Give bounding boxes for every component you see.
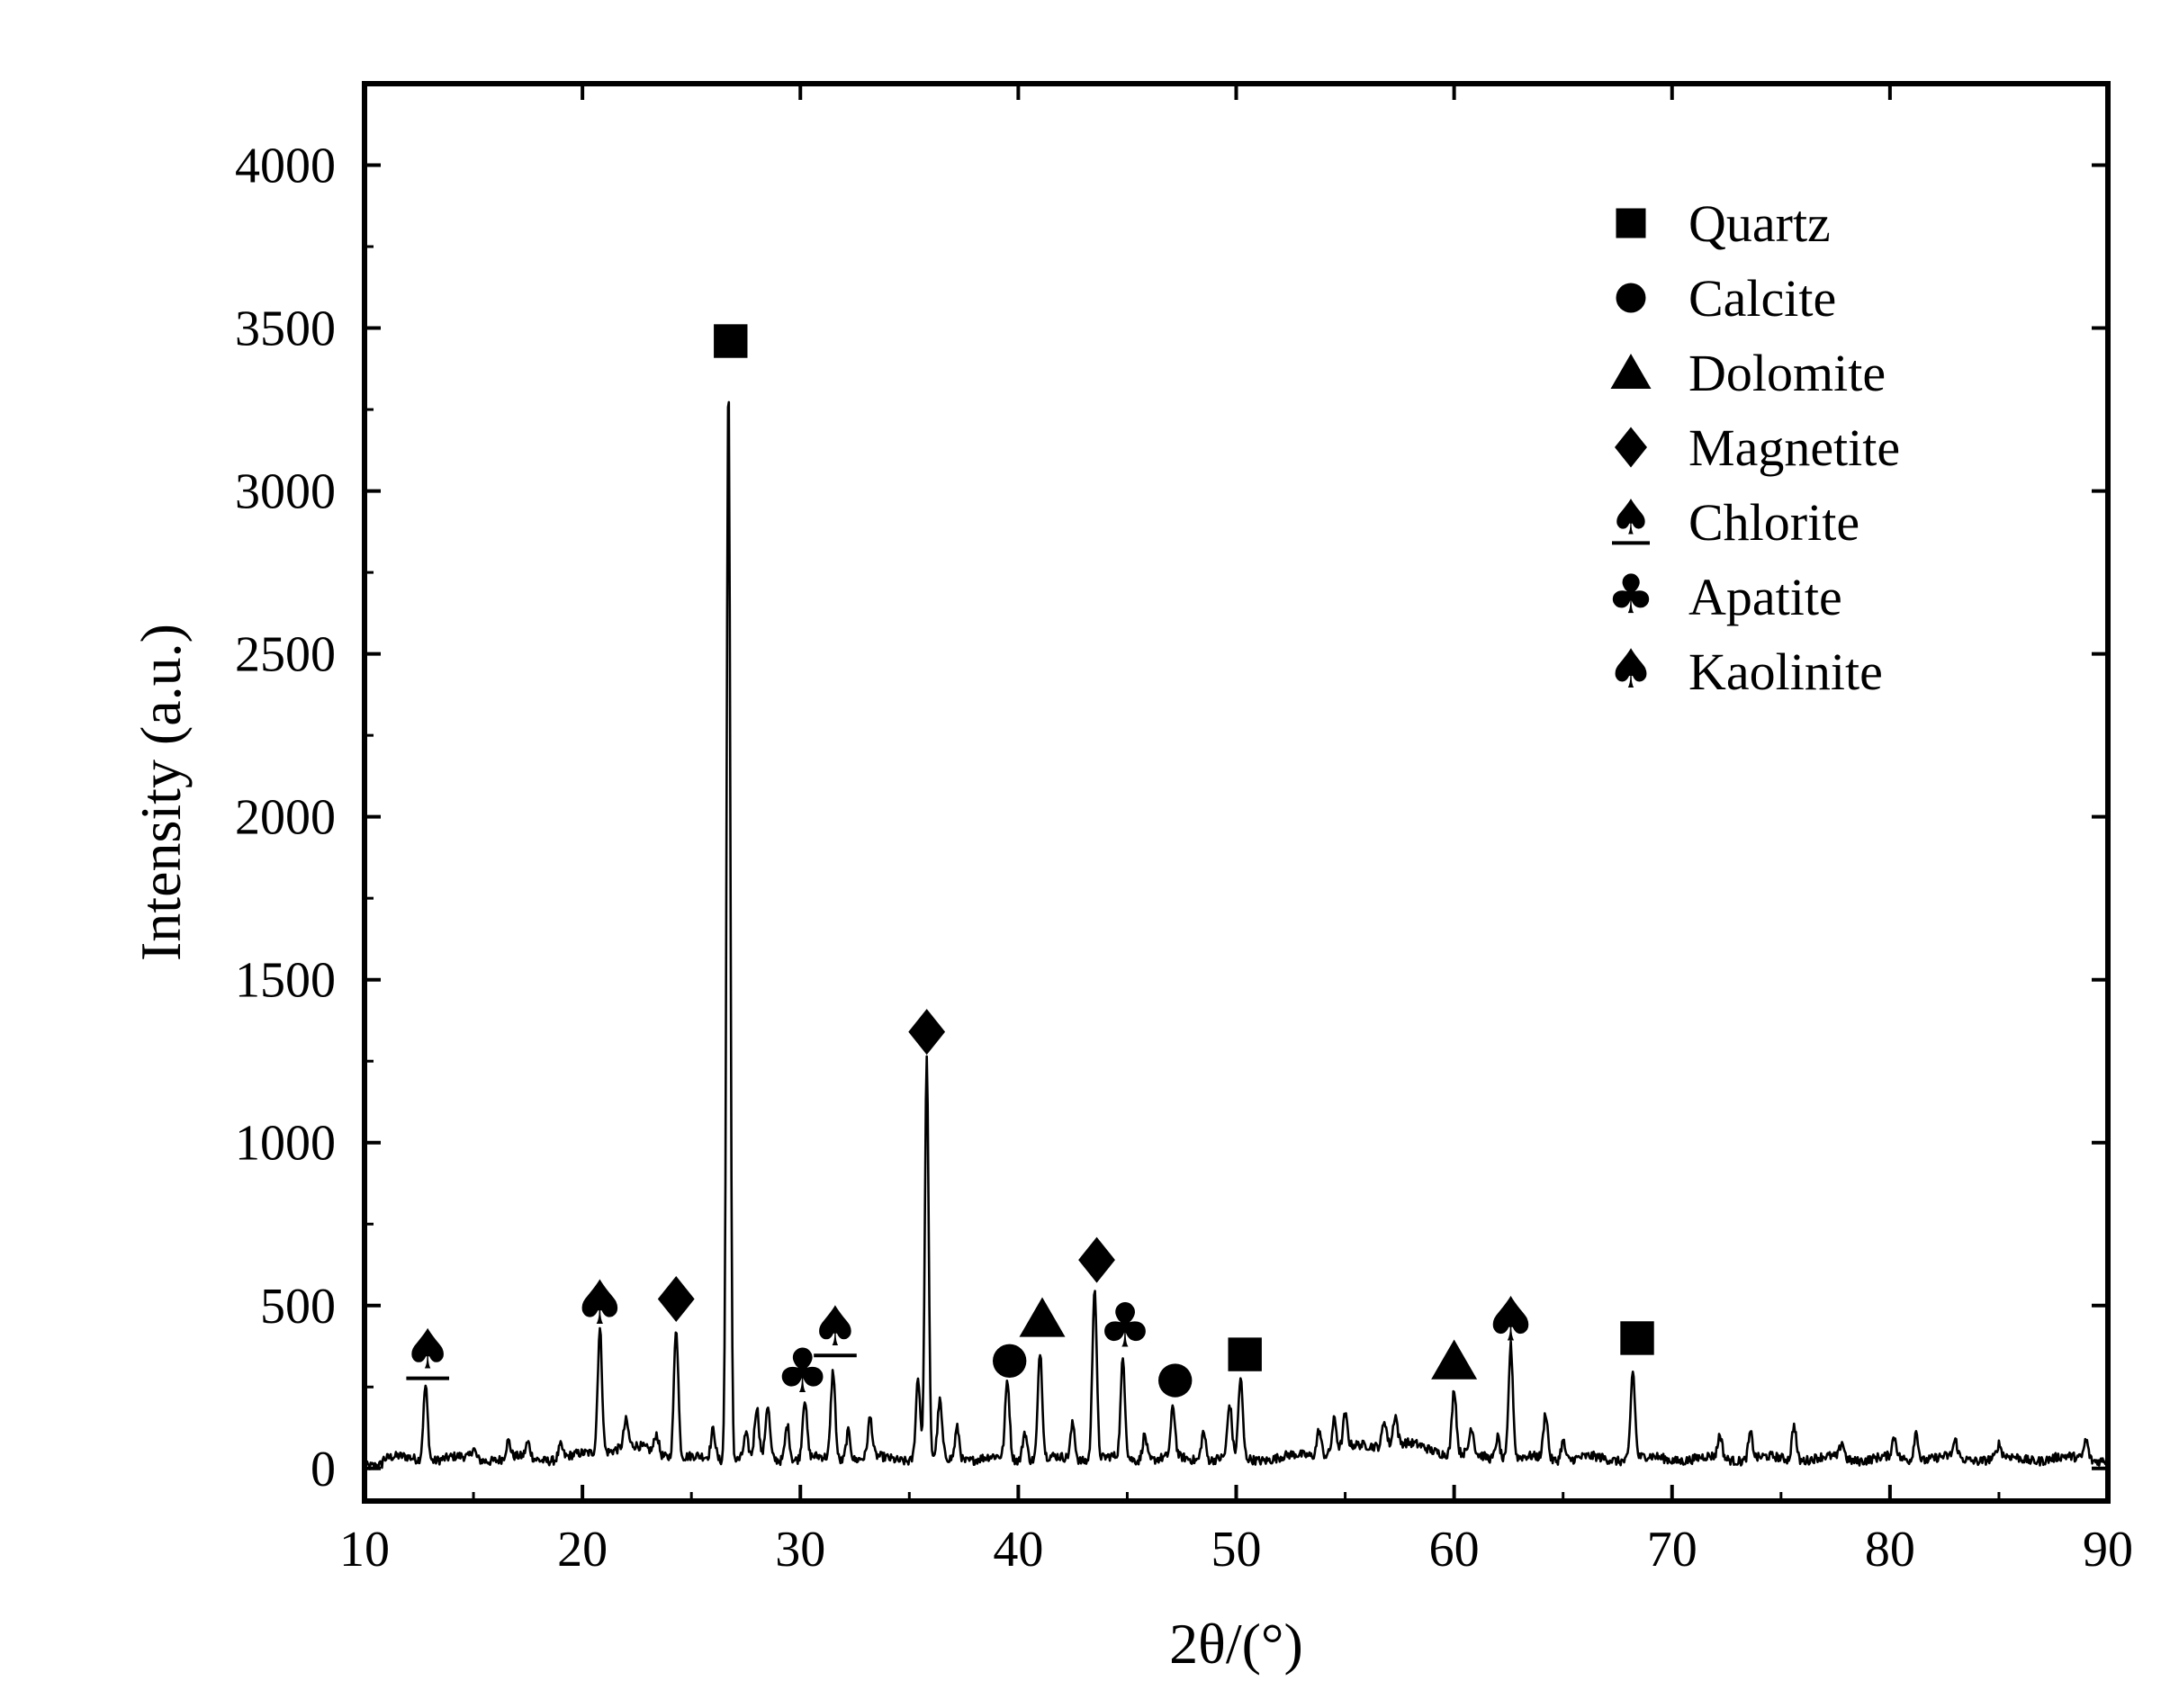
legend-item-magnetite: Magnetite (1615, 418, 1900, 477)
spade-icon: ♠ (1607, 638, 1655, 701)
apatite-marker: ♣ (1607, 563, 1655, 626)
x-tick-label: 40 (993, 1522, 1043, 1578)
kaolinite-marker: ♠ (1483, 1284, 1538, 1355)
quartz-marker (714, 324, 748, 358)
spade-underline-icon: ♠ (403, 1317, 453, 1381)
quartz-marker (1616, 208, 1646, 238)
legend: Quartz Calcite Dolomite Magnetite ♠ Chlorite ♣… (1607, 194, 1900, 701)
quartz-marker (1228, 1337, 1262, 1371)
axis-ticks (363, 84, 2110, 1501)
x-tick-label: 50 (1211, 1522, 1262, 1578)
diamond-icon (1078, 1236, 1115, 1283)
x-tick-label: 20 (557, 1522, 608, 1578)
triangle-icon (1019, 1297, 1066, 1337)
y-tick-label: 3500 (235, 301, 336, 357)
diamond-icon (1615, 427, 1647, 468)
club-icon: ♣ (775, 1336, 830, 1407)
y-tick-label: 2500 (235, 627, 336, 683)
legend-item-chlorite: ♠ Chlorite (1609, 490, 1859, 553)
legend-label-calcite: Calcite (1688, 269, 1836, 328)
magnetite-marker (908, 1009, 946, 1056)
spade-underline-icon: ♠ (811, 1295, 860, 1359)
y-tick-label: 0 (311, 1442, 336, 1497)
legend-label-magnetite: Magnetite (1688, 418, 1900, 477)
spade-icon: ♠ (1483, 1284, 1538, 1355)
magnetite-marker (657, 1276, 695, 1323)
kaolinite-marker: ♠ (1607, 638, 1655, 701)
x-tick-label: 10 (339, 1522, 390, 1578)
x-tick-label: 60 (1429, 1522, 1480, 1578)
legend-label-apatite: Apatite (1688, 568, 1842, 626)
chlorite-marker: ♠ (403, 1317, 453, 1381)
legend-item-dolomite: Dolomite (1610, 344, 1886, 402)
y-tick-label: 2000 (235, 790, 336, 846)
phase-markers: ♠ ♠♣♣♠ ♠ (403, 324, 1654, 1407)
chlorite-marker: ♠ (1609, 490, 1652, 546)
spade-underline-icon: ♠ (1609, 490, 1652, 546)
diamond-icon (657, 1276, 695, 1323)
square-icon (1616, 208, 1646, 238)
chlorite-marker: ♠ (811, 1295, 860, 1359)
triangle-icon (1610, 354, 1652, 389)
y-tick-label: 1000 (235, 1116, 336, 1172)
legend-label-chlorite: Chlorite (1688, 493, 1859, 552)
y-axis-title: Intensity (a.u.) (129, 624, 193, 961)
circle-icon (992, 1344, 1027, 1379)
circle-icon (1616, 283, 1646, 313)
x-tick-label: 90 (2083, 1522, 2133, 1578)
circle-icon (1158, 1363, 1193, 1398)
calcite-marker (1616, 283, 1646, 313)
club-icon: ♣ (1607, 563, 1655, 626)
square-icon (714, 324, 748, 358)
triangle-icon (1431, 1339, 1478, 1380)
x-tick-label: 80 (1865, 1522, 1915, 1578)
y-tick-label: 4000 (235, 139, 336, 194)
diamond-icon (908, 1009, 946, 1056)
spade-icon: ♠ (572, 1268, 627, 1339)
legend-item-apatite: ♣ Apatite (1607, 563, 1842, 626)
magnetite-marker (1615, 427, 1647, 468)
dolomite-marker (1019, 1297, 1066, 1337)
apatite-marker: ♣ (1098, 1291, 1153, 1362)
calcite-marker (1158, 1363, 1193, 1398)
apatite-marker: ♣ (775, 1336, 830, 1407)
calcite-marker (992, 1344, 1027, 1379)
x-axis-title: 2θ/(°) (1169, 1612, 1303, 1676)
y-tick-label: 3000 (235, 464, 336, 520)
legend-label-quartz: Quartz (1688, 194, 1831, 253)
kaolinite-marker: ♠ (572, 1268, 627, 1339)
club-icon: ♣ (1098, 1291, 1153, 1362)
legend-label-kaolinite: Kaolinite (1688, 643, 1883, 701)
dolomite-marker (1431, 1339, 1478, 1380)
x-tick-label: 30 (775, 1522, 825, 1578)
square-icon (1620, 1321, 1654, 1355)
xrd-pattern-line (363, 400, 2110, 1470)
dolomite-marker (1610, 354, 1652, 389)
legend-item-quartz: Quartz (1616, 194, 1831, 253)
y-tick-label: 1500 (235, 953, 336, 1009)
axis-tick-labels: 10 20 30 40 50 60 70 80 90 0 500 1000 1500 2000 2500 30… (235, 139, 2133, 1578)
legend-item-kaolinite: ♠ Kaolinite (1607, 638, 1883, 701)
magnetite-marker (1078, 1236, 1115, 1283)
y-tick-label: 500 (260, 1279, 336, 1335)
square-icon (1228, 1337, 1262, 1371)
legend-item-calcite: Calcite (1616, 269, 1836, 328)
x-tick-label: 70 (1647, 1522, 1697, 1578)
quartz-marker (1620, 1321, 1654, 1355)
legend-label-dolomite: Dolomite (1688, 344, 1886, 402)
